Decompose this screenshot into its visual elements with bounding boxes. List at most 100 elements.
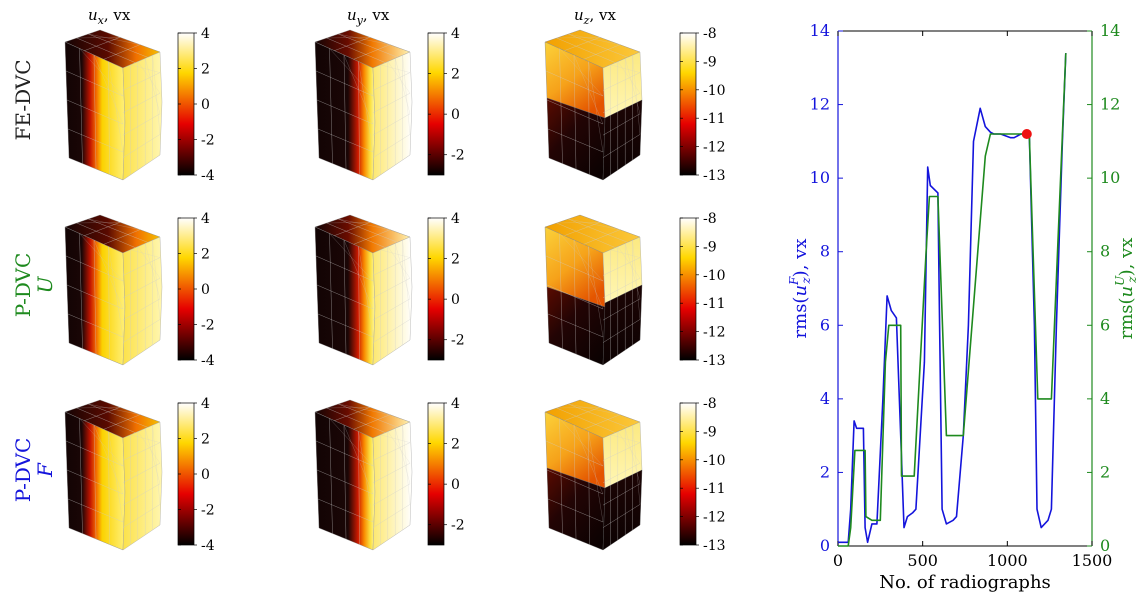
colorbar-tick-label: -8	[703, 396, 717, 412]
mesh-line	[317, 128, 374, 153]
mesh-line	[602, 504, 641, 528]
y-tick-label-right: 8	[1100, 242, 1110, 261]
block-side-lower	[602, 469, 643, 551]
mesh-line	[353, 229, 391, 245]
mesh-line	[564, 37, 601, 51]
mesh-line	[334, 222, 371, 236]
mesh-line	[108, 61, 110, 175]
highlight-marker	[1021, 129, 1032, 139]
title-sub: z	[583, 14, 590, 27]
label-sup: F	[787, 276, 801, 286]
mesh-line	[358, 431, 374, 523]
mesh-line	[559, 233, 604, 282]
title-var: u	[347, 6, 357, 24]
mesh-line	[152, 55, 161, 135]
mesh-line	[568, 403, 621, 415]
block-side-lower	[602, 99, 643, 181]
colorbar: -8 -9 -10 -11 -12 -13	[679, 211, 726, 369]
colorbar-tick-label: 2	[201, 432, 210, 448]
colorbar-tick-label: -11	[703, 296, 726, 312]
mesh-line	[67, 313, 124, 338]
colorbar-tick-label: 0	[201, 97, 210, 113]
mesh-line	[387, 431, 411, 464]
mesh-line	[338, 33, 398, 58]
mesh-line	[547, 128, 604, 153]
colorbar-tick-label: 4	[451, 396, 460, 412]
mesh-line	[632, 55, 641, 135]
title-unit: , vx	[589, 6, 616, 24]
colorbar-tick-label: -8	[703, 26, 717, 42]
mesh-line	[602, 298, 641, 321]
block-side-face	[122, 236, 163, 366]
mesh-line	[88, 218, 141, 230]
mesh-line	[588, 246, 604, 338]
mesh-line	[137, 61, 161, 94]
mesh-line	[546, 284, 604, 310]
mesh-line	[547, 498, 604, 523]
mesh-line	[358, 246, 374, 338]
colorbar-tick-label: -2	[201, 503, 215, 519]
title-var: u	[88, 6, 98, 24]
mesh-line	[602, 257, 641, 276]
mesh-line	[66, 469, 124, 495]
mesh-line	[108, 61, 124, 153]
mesh-line	[88, 33, 141, 45]
mesh-line	[76, 407, 136, 433]
block-side-face	[122, 421, 163, 551]
label-suffix: ), vx	[790, 239, 811, 278]
colorbar-tick-label: -2	[451, 518, 465, 534]
field-block	[64, 29, 163, 181]
mesh-line	[556, 37, 616, 63]
y-tick-label-left: 10	[810, 168, 830, 187]
label-sub: z	[799, 277, 813, 285]
colorbar-tick-label: 4	[201, 26, 210, 42]
mesh-line	[79, 48, 124, 97]
colorbar: 4 2 0 -2 -4	[177, 26, 215, 184]
mesh-line	[547, 313, 604, 338]
colorbar-tick-label: 0	[451, 107, 460, 123]
mesh-line	[583, 44, 621, 60]
colorbar-tick-label: -10	[703, 268, 726, 284]
mesh-line	[66, 284, 124, 310]
mesh-line	[583, 414, 621, 430]
mesh-line	[632, 240, 641, 320]
colorbar-tick-label: -4	[201, 353, 215, 369]
colorbar-tick-label: 2	[451, 437, 460, 453]
mesh-line	[372, 113, 411, 136]
mesh-line	[617, 61, 641, 94]
colorbar-tick-label: 4	[451, 26, 460, 42]
y-tick-label-right: 6	[1100, 315, 1110, 334]
mesh-line	[122, 483, 161, 506]
mesh-line	[564, 407, 601, 421]
field-block	[314, 29, 413, 181]
colorbar-tick-label: -9	[703, 239, 717, 255]
colorbar-tick-label: -12	[703, 510, 726, 526]
colorbar-tick-label: -2	[451, 333, 465, 349]
block-side-face	[372, 236, 413, 366]
colorbar-ramp	[427, 217, 445, 361]
y-tick-label-right: 2	[1100, 462, 1110, 481]
y-axis-label-left-text: rms(uFz), vx	[787, 239, 813, 339]
colorbar-tick-label: 2	[201, 62, 210, 78]
mesh-line	[76, 37, 136, 63]
mesh-line	[84, 407, 121, 421]
mesh-line	[88, 33, 148, 58]
mesh-line	[84, 222, 121, 236]
colorbar-tick-label: -2	[201, 318, 215, 334]
mesh-line	[372, 92, 411, 114]
field-block	[64, 399, 163, 551]
colorbar-ramp	[427, 32, 445, 176]
y-tick-label-right: 0	[1100, 536, 1110, 555]
mesh-line	[122, 72, 161, 91]
y-tick-label-left: 2	[820, 462, 830, 481]
mesh-line	[316, 99, 374, 125]
mesh-line	[546, 99, 604, 125]
row-label-main: P-DVC	[11, 438, 35, 503]
series-line-rms-F	[838, 53, 1067, 544]
colorbar: -8 -9 -10 -11 -12 -13	[679, 26, 726, 184]
colorbar: 4 2 0 -2	[427, 396, 465, 546]
mesh-line	[88, 403, 141, 415]
